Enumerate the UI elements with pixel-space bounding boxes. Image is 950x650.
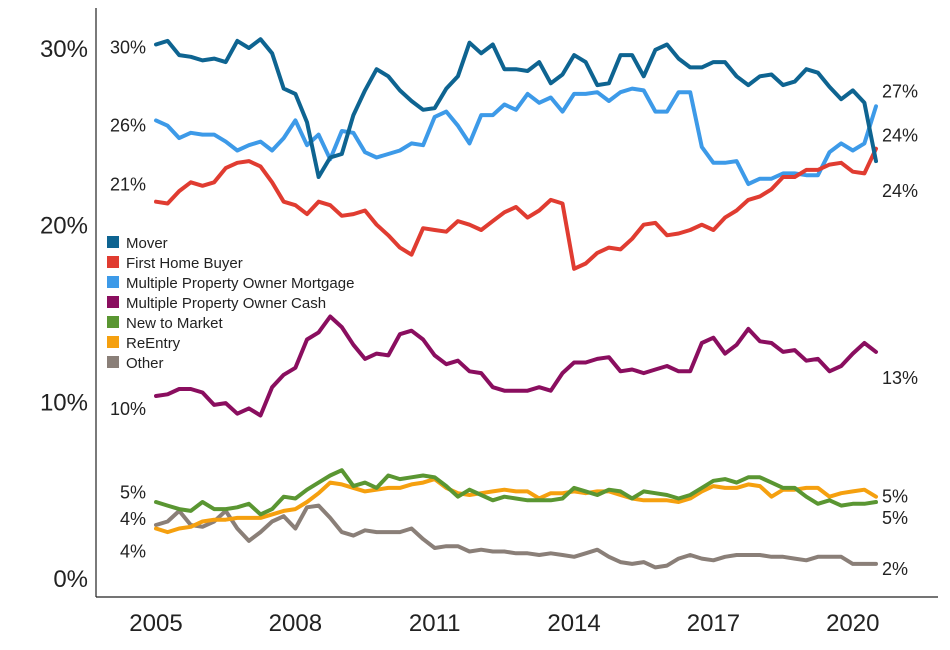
y-tick-label: 20% xyxy=(40,213,88,240)
series-line-mover xyxy=(154,37,878,179)
data-label: 2% xyxy=(882,559,908,579)
legend-swatch xyxy=(107,256,119,268)
x-tick-label: 2020 xyxy=(826,610,879,637)
series-line-other xyxy=(154,503,878,570)
data-label: 27% xyxy=(882,81,918,101)
data-annotations: 30%26%21%10%5%4%4%27%24%24%13%5%5%2% xyxy=(110,37,918,578)
x-tick-labels: 2005 2008 2011 2014 2017 2020 xyxy=(129,610,879,637)
data-label: 10% xyxy=(110,399,146,419)
legend-label: Mover xyxy=(126,235,168,252)
y-tick-labels: 0% 10% 20% 30% xyxy=(40,36,88,593)
y-tick-label: 10% xyxy=(40,389,88,416)
legend-label: ReEntry xyxy=(126,335,181,352)
legend-swatch xyxy=(107,316,119,328)
legend-swatch xyxy=(107,356,119,368)
data-label: 5% xyxy=(120,483,146,503)
x-tick-label: 2014 xyxy=(547,610,600,637)
legend-label: First Home Buyer xyxy=(126,255,243,272)
series-line-new-to-market xyxy=(154,468,878,517)
series-line-first-home-buyer xyxy=(154,146,878,271)
data-label: 21% xyxy=(110,175,146,195)
legend-label: New to Market xyxy=(126,315,224,332)
data-label: 30% xyxy=(110,37,146,57)
x-tick-label: 2011 xyxy=(409,610,461,637)
x-tick-label: 2017 xyxy=(687,610,740,637)
data-label: 5% xyxy=(882,508,908,528)
legend-swatch xyxy=(107,236,119,248)
legend-label: Multiple Property Owner Cash xyxy=(126,295,326,312)
legend-swatch xyxy=(107,336,119,348)
data-label: 26% xyxy=(110,115,146,135)
series-line-multiple-property-owner-mortgage xyxy=(154,86,878,186)
series-line-reentry xyxy=(154,477,878,535)
x-tick-label: 2005 xyxy=(129,610,182,637)
legend-swatch xyxy=(107,296,119,308)
legend: Mover First Home Buyer Multiple Property O… xyxy=(107,235,354,372)
series-line-multiple-property-owner-cash xyxy=(154,314,878,418)
data-label: 4% xyxy=(120,509,146,529)
legend-label: Other xyxy=(126,355,164,372)
series-lines xyxy=(154,37,878,570)
data-label: 5% xyxy=(882,487,908,507)
data-label: 4% xyxy=(120,542,146,562)
data-label: 13% xyxy=(882,368,918,388)
legend-swatch xyxy=(107,276,119,288)
x-tick-label: 2008 xyxy=(269,610,322,637)
legend-label: Multiple Property Owner Mortgage xyxy=(126,275,354,292)
data-label: 24% xyxy=(882,181,918,201)
data-label: 24% xyxy=(882,126,918,146)
y-tick-label: 30% xyxy=(40,36,88,63)
y-tick-label: 0% xyxy=(53,566,88,593)
chart-axes xyxy=(95,8,938,598)
